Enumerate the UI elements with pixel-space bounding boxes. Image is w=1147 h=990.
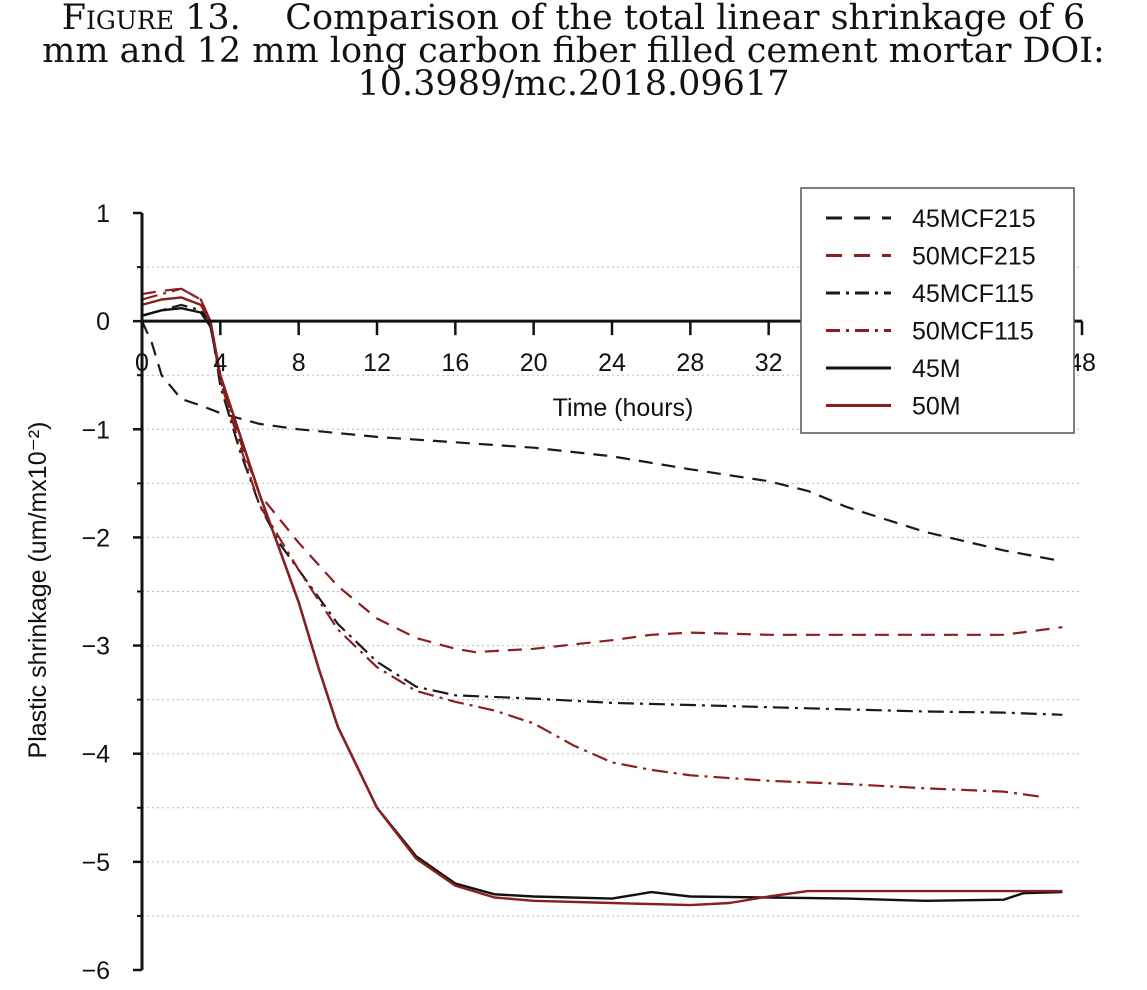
legend-label: 45M — [912, 355, 961, 383]
y-tick-label: −2 — [81, 524, 110, 552]
legend-box — [800, 187, 1075, 434]
y-tick-label: −3 — [81, 633, 110, 661]
y-tick-label: −6 — [81, 957, 110, 985]
legend-label: 50MCF215 — [912, 243, 1036, 271]
x-tick-label: 32 — [755, 349, 783, 377]
x-tick-label: 4 — [213, 349, 227, 377]
series-lines — [140, 287, 1063, 907]
series-line — [140, 320, 1063, 563]
x-tick-label: 28 — [676, 349, 704, 377]
series-line — [141, 287, 1043, 799]
x-tick-label: 0 — [135, 349, 149, 377]
legend-label: 45MCF215 — [912, 205, 1036, 233]
y-tick-label: −5 — [81, 849, 110, 877]
x-tick-label: 20 — [520, 349, 548, 377]
x-tick-label: 16 — [441, 349, 469, 377]
y-tick-label: −4 — [81, 741, 110, 769]
figure-caption: Figure 13. Comparison of the total linea… — [0, 0, 1147, 104]
legend: 45MCF215 50MCF215 45MCF115 50MCF115 45M 50M — [800, 187, 1075, 434]
legend-label: 45MCF115 — [912, 280, 1034, 308]
caption-label: Figure 13. — [61, 0, 241, 38]
legend-label: 50MCF115 — [912, 318, 1034, 346]
legend-label: 50M — [912, 393, 961, 421]
series-line — [141, 296, 1063, 907]
caption-line-3: 10.3989/mc.2018.09617 — [357, 64, 790, 104]
x-tick-label: 8 — [292, 349, 306, 377]
x-tick-label: 12 — [363, 349, 391, 377]
y-tick-label: 1 — [96, 200, 110, 228]
x-axis-label: Time (hours) — [553, 394, 694, 422]
y-tick-label: 0 — [96, 308, 110, 336]
x-tick-label: 24 — [598, 349, 626, 377]
y-tick-label: −1 — [81, 416, 110, 444]
caption-line-2: mm and 12 mm long carbon fiber filled ce… — [42, 31, 1105, 71]
caption-line-1: Comparison of the total linear shrinkage… — [285, 0, 1086, 38]
series-line — [141, 303, 1063, 716]
y-axis-label: Plastic shrinkage (um/mx10⁻²) — [24, 422, 52, 759]
